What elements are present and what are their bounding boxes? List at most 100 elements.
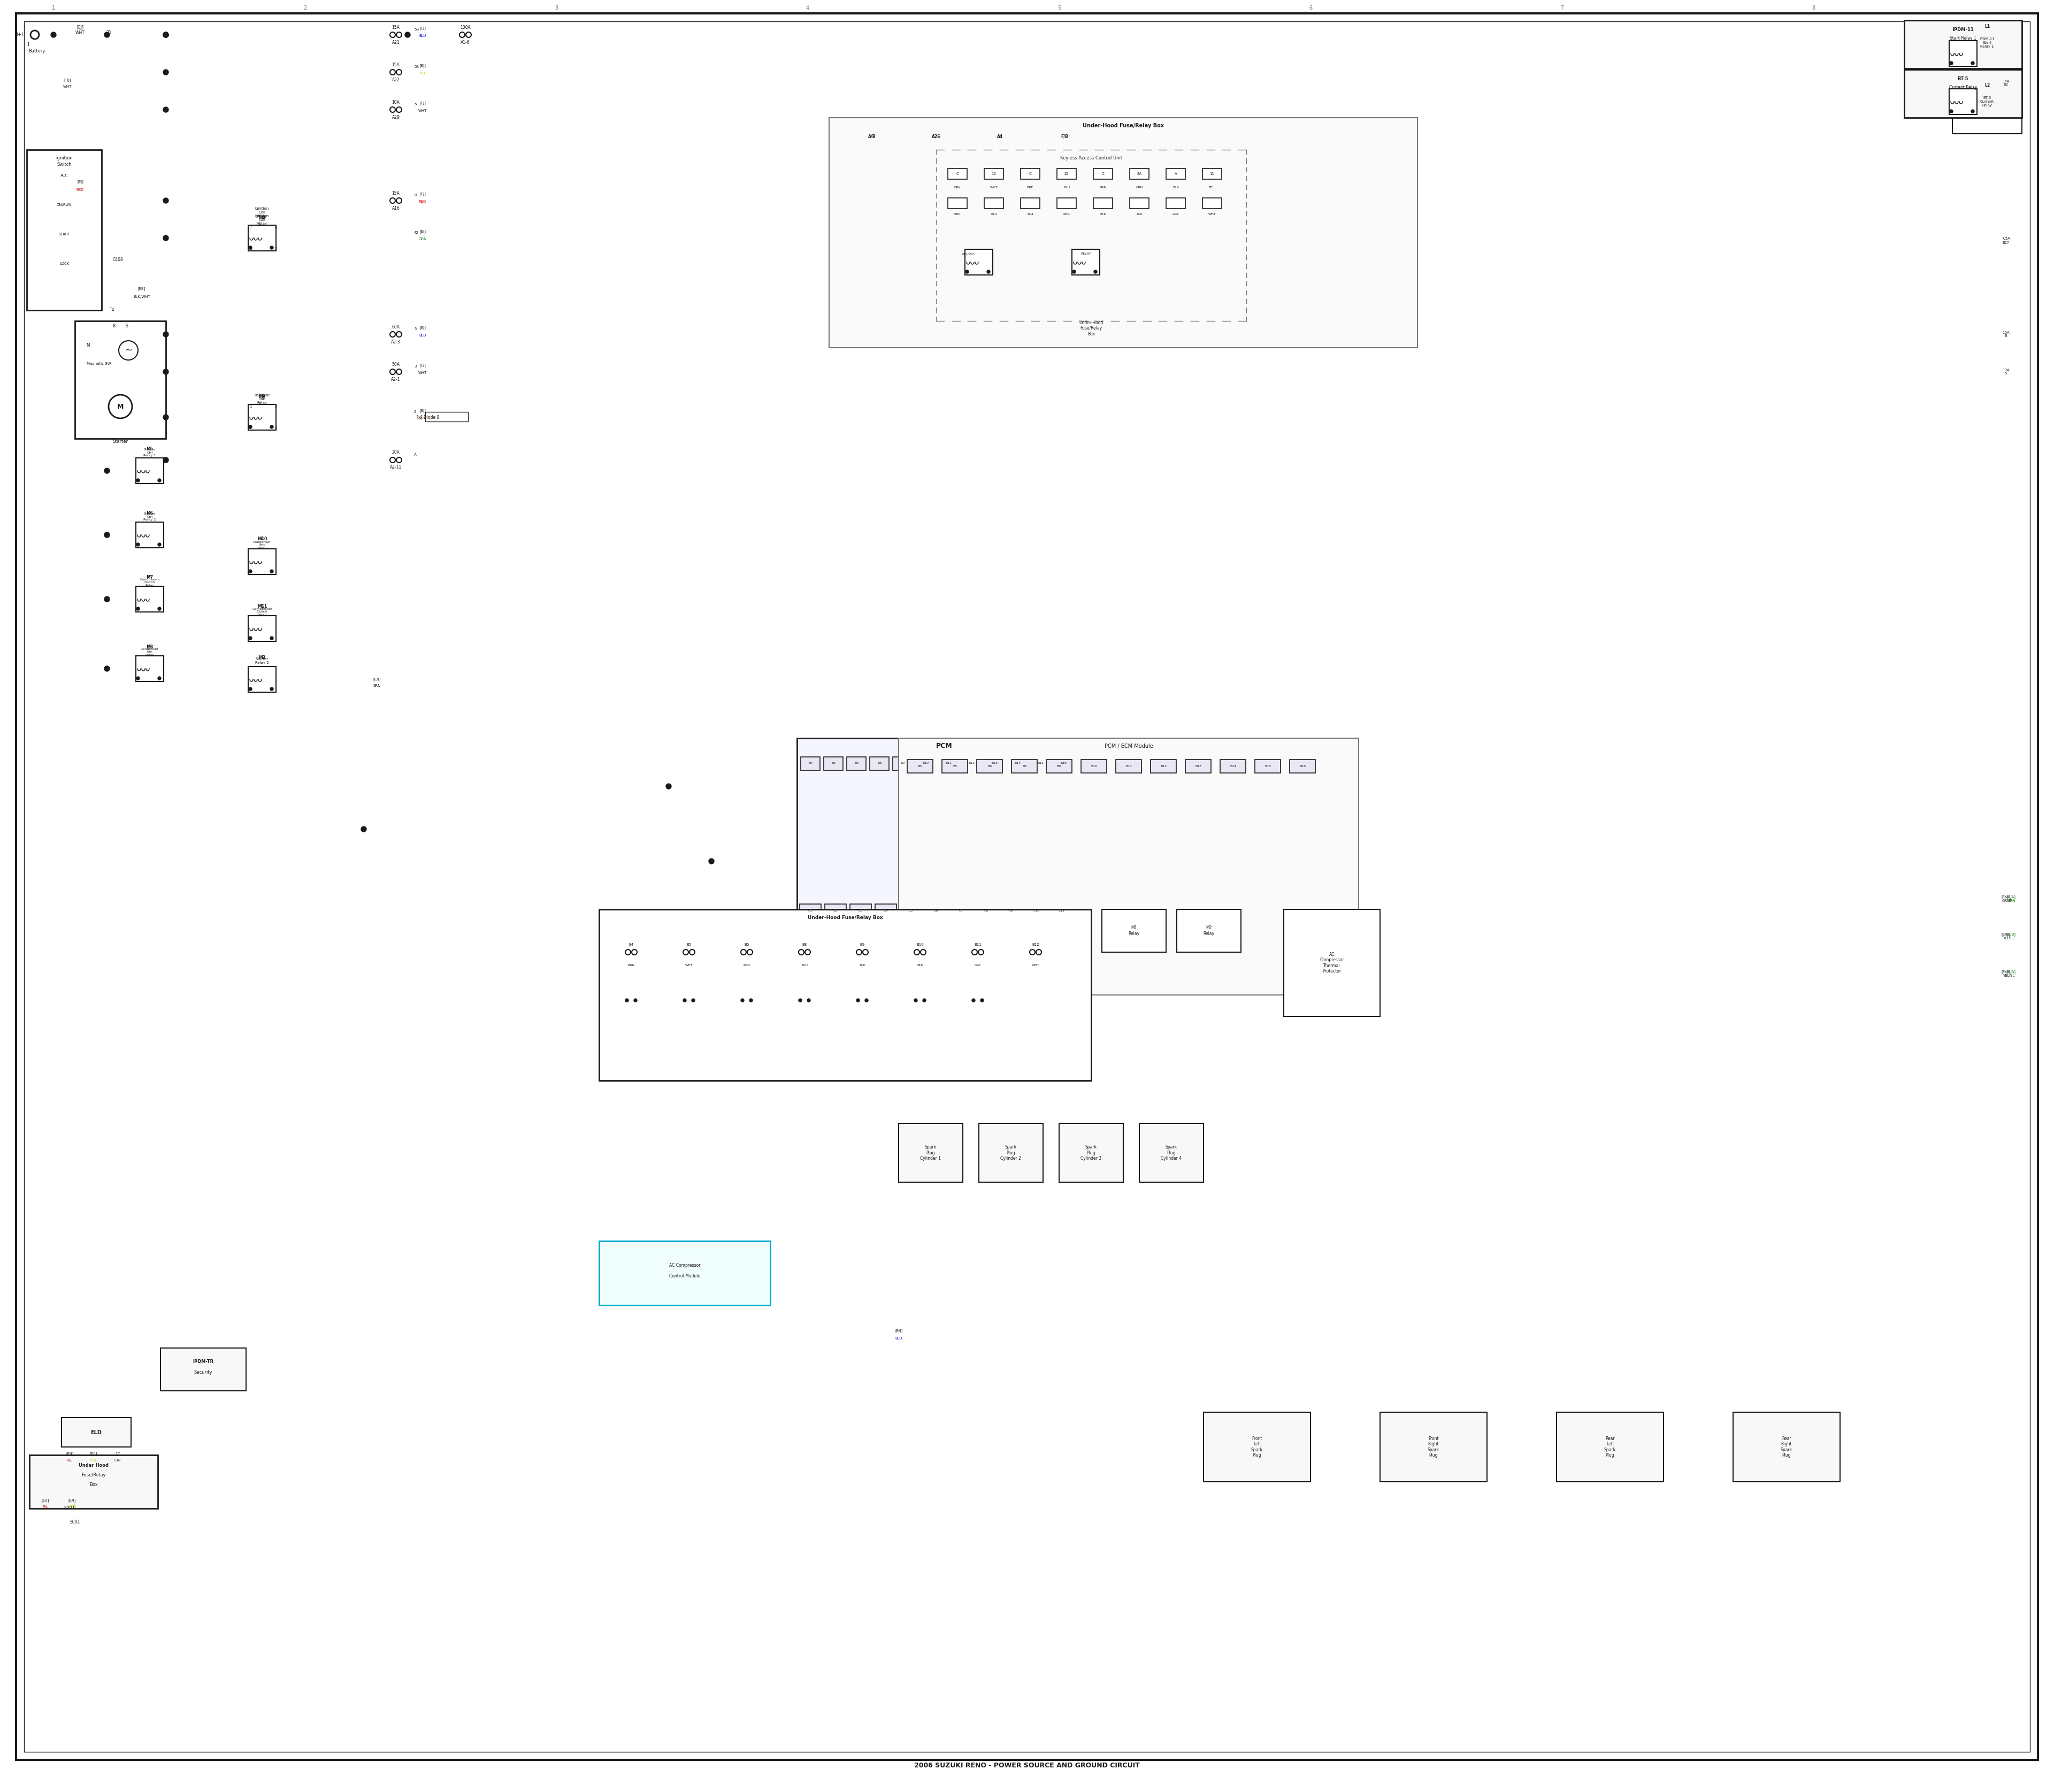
Text: Starter: Starter: [113, 439, 127, 444]
Circle shape: [362, 826, 366, 831]
Circle shape: [396, 369, 403, 375]
Bar: [1000, 903, 1023, 918]
Bar: [1093, 168, 1113, 179]
Text: YEL: YEL: [419, 72, 425, 75]
Text: [E/J]: [E/J]: [90, 1452, 97, 1455]
Circle shape: [460, 32, 464, 38]
Text: AC
Compressor
Clutch
Relay: AC Compressor Clutch Relay: [140, 575, 160, 588]
Text: 11: 11: [1210, 172, 1214, 176]
Text: Security: Security: [193, 1369, 212, 1374]
Bar: [249, 226, 275, 251]
Text: 10A: 10A: [392, 100, 401, 104]
Bar: [249, 616, 275, 642]
Text: B16: B16: [1060, 762, 1066, 765]
Text: GRY: GRY: [1173, 213, 1179, 215]
Text: B6: B6: [988, 765, 992, 767]
Bar: [29, 1455, 158, 1509]
Text: [E/J]: [E/J]: [41, 1498, 49, 1502]
Bar: [1115, 760, 1142, 772]
Circle shape: [162, 414, 168, 419]
Bar: [984, 197, 1004, 208]
Circle shape: [635, 998, 637, 1002]
Text: RED: RED: [419, 201, 427, 202]
Text: Switch: Switch: [58, 163, 72, 167]
Text: 2006 SUZUKI RENO - POWER SOURCE AND GROUND CIRCUIT: 2006 SUZUKI RENO - POWER SOURCE AND GROU…: [914, 1762, 1140, 1769]
Text: B4: B4: [918, 765, 922, 767]
Text: B14: B14: [1015, 762, 1021, 765]
Circle shape: [105, 667, 109, 672]
Text: BL4: BL4: [1027, 213, 1033, 215]
Bar: [1011, 760, 1037, 772]
Text: Under Hood: Under Hood: [78, 1464, 109, 1468]
Text: T4: T4: [109, 308, 115, 312]
Text: Ignition
Coil
Relay: Ignition Coil Relay: [255, 208, 269, 217]
Text: LOCK: LOCK: [60, 262, 70, 265]
Text: [EJ]: [EJ]: [419, 192, 425, 195]
Text: BLU: BLU: [1064, 186, 1070, 188]
Text: BLU: BLU: [990, 213, 996, 215]
Text: Ignition: Ignition: [55, 156, 72, 159]
Circle shape: [271, 425, 273, 428]
Text: C2: C2: [834, 910, 838, 912]
Circle shape: [986, 271, 990, 274]
Circle shape: [109, 394, 131, 418]
Bar: [136, 521, 164, 548]
Bar: [1045, 760, 1072, 772]
Text: WHT: WHT: [76, 30, 84, 36]
Text: GRY: GRY: [974, 964, 982, 968]
Text: BLU: BLU: [419, 333, 425, 337]
Circle shape: [136, 478, 140, 482]
Text: A22: A22: [392, 77, 401, 82]
Circle shape: [624, 950, 631, 955]
Text: B15: B15: [1265, 765, 1271, 767]
Text: AC
Condenser
Fan
Relay: AC Condenser Fan Relay: [142, 645, 158, 656]
Text: BLK/WHT: BLK/WHT: [134, 296, 150, 299]
Text: BLU: BLU: [896, 1337, 902, 1340]
Text: BRN: BRN: [419, 418, 427, 419]
Text: AC
Condenser
Fan
Relay: AC Condenser Fan Relay: [253, 538, 271, 550]
Text: R/L: R/L: [66, 1459, 72, 1462]
Text: 7.5A
B2?: 7.5A B2?: [2001, 237, 2011, 244]
Circle shape: [1072, 271, 1076, 274]
Text: WHT: WHT: [419, 371, 427, 375]
Text: 1C: 1C: [115, 1452, 119, 1455]
Bar: [1185, 760, 1212, 772]
Text: A4: A4: [998, 134, 1002, 138]
Text: BRE: BRE: [1027, 186, 1033, 188]
Text: WHT: WHT: [1031, 964, 1039, 968]
Circle shape: [914, 998, 918, 1002]
Text: IPDM-TR: IPDM-TR: [193, 1358, 214, 1364]
Circle shape: [1972, 109, 1974, 113]
Text: M5: M5: [146, 446, 154, 452]
Text: L2: L2: [1984, 82, 1990, 88]
Text: A29: A29: [392, 115, 401, 120]
Text: A: A: [1175, 172, 1177, 176]
Text: BRN: BRN: [629, 964, 635, 968]
Text: 2: 2: [415, 410, 417, 414]
Text: Keyless Access Control Unit: Keyless Access Control Unit: [1060, 156, 1121, 159]
Circle shape: [271, 570, 273, 573]
Bar: [425, 412, 468, 421]
Circle shape: [1972, 61, 1974, 65]
Text: B9: B9: [900, 762, 904, 765]
Text: B12: B12: [1031, 943, 1039, 946]
Text: [EE]: [EE]: [138, 287, 146, 290]
Bar: [1025, 903, 1048, 918]
Text: YT/B: YT/B: [90, 1459, 99, 1462]
Bar: [916, 756, 935, 771]
Text: M4: M4: [259, 215, 265, 220]
Text: SRN: SRN: [374, 685, 380, 688]
Text: C5: C5: [908, 910, 914, 912]
Text: Front
Left
Spark
Plug: Front Left Spark Plug: [1251, 1435, 1263, 1457]
Bar: [1734, 1412, 1840, 1482]
Bar: [980, 1124, 1043, 1183]
Text: 1: 1: [249, 405, 251, 409]
Text: BLK: BLK: [1136, 213, 1142, 215]
Text: B13: B13: [1195, 765, 1202, 767]
Text: WHT: WHT: [684, 964, 692, 968]
Text: S001: S001: [70, 1520, 80, 1525]
Text: B8: B8: [877, 762, 881, 765]
Bar: [875, 903, 896, 918]
Bar: [951, 903, 972, 918]
Text: B11: B11: [974, 943, 982, 946]
